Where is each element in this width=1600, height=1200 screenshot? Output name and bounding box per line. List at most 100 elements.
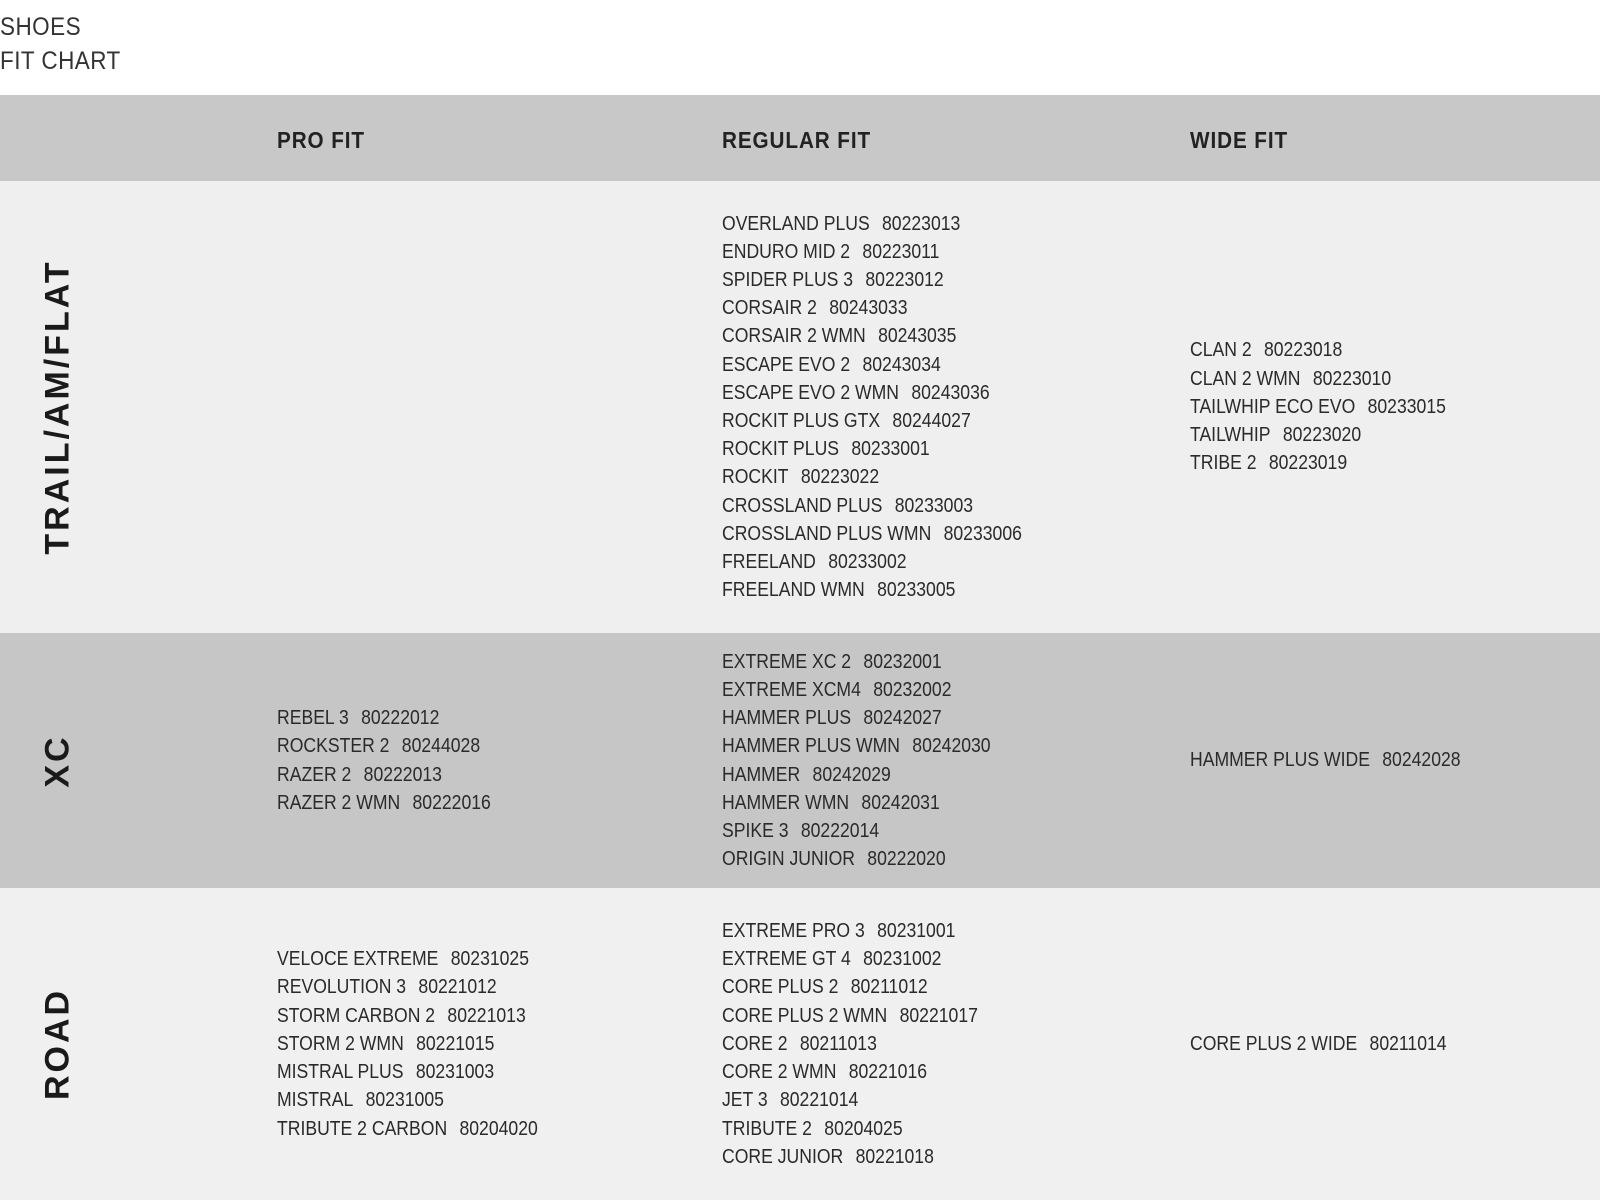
cell-regular-fit: EXTREME XC 2 80232001 EXTREME XCM4 80232002… (722, 633, 1027, 888)
list-item: FREELAND 80233002 (722, 548, 1022, 576)
list-item: TRIBUTE 2 80204025 (722, 1115, 978, 1143)
list-item: HAMMER WMN 80242031 (722, 789, 991, 817)
shoe-name: ENDURO MID 2 (722, 240, 851, 263)
shoe-name: FREELAND WMN (722, 579, 865, 602)
list-item: CORE PLUS 2 80211012 (722, 973, 978, 1001)
shoe-name: ROCKIT PLUS (722, 438, 840, 461)
shoe-name: JET 3 (722, 1089, 768, 1112)
product-code: 80221017 (899, 1004, 978, 1027)
product-code: 80222016 (412, 791, 491, 814)
shoe-name: ROCKIT (722, 466, 789, 489)
list-item: CROSSLAND PLUS 80233003 (722, 492, 1022, 520)
shoe-name: CORSAIR 2 WMN (722, 325, 866, 348)
product-code: 80242028 (1382, 749, 1461, 772)
product-code: 80233003 (894, 494, 974, 517)
list-item: STORM 2 WMN 80221015 (277, 1030, 538, 1058)
row-label: TRAIL/AM/FLAT (38, 259, 77, 555)
product-code: 80242027 (863, 707, 942, 730)
shoe-name: STORM CARBON 2 (277, 1004, 436, 1027)
product-code: 80242031 (861, 791, 940, 814)
column-header-pro-fit: PRO FIT (277, 127, 365, 153)
list-item: SPIKE 3 80222014 (722, 817, 991, 845)
product-code: 80231005 (365, 1089, 444, 1112)
product-code: 80223012 (865, 268, 944, 291)
shoe-name: ROCKSTER 2 (277, 735, 390, 758)
product-code: 80223020 (1282, 424, 1362, 447)
product-code: 80221013 (447, 1004, 526, 1027)
product-code: 80223013 (882, 212, 961, 235)
product-code: 80231002 (863, 948, 942, 971)
product-code: 80223011 (862, 240, 940, 263)
shoe-name: MISTRAL (277, 1089, 354, 1112)
shoe-name: CLAN 2 (1190, 339, 1252, 362)
row-label: XC (38, 733, 77, 788)
shoe-name: TRIBUTE 2 CARBON (277, 1117, 448, 1140)
shoe-name: RAZER 2 WMN (277, 791, 401, 814)
list-item: CORE 2 80211013 (722, 1030, 978, 1058)
row-road: ROAD VELOCE EXTREME 80231025 REVOLUTION 3 80… (0, 888, 1600, 1200)
list-item: MISTRAL 80231005 (277, 1086, 538, 1114)
shoe-name: ESCAPE EVO 2 WMN (722, 381, 900, 404)
list-item: ROCKSTER 2 80244028 (277, 732, 491, 760)
shoe-name: STORM 2 WMN (277, 1032, 404, 1055)
list-item: MISTRAL PLUS 80231003 (277, 1058, 538, 1086)
shoe-name: SPIDER PLUS 3 (722, 268, 854, 291)
shoe-name: EXTREME XC 2 (722, 650, 852, 673)
product-code: 80232001 (863, 650, 942, 673)
list-item: CORE PLUS 2 WMN 80221017 (722, 1002, 978, 1030)
shoe-name: CROSSLAND PLUS WMN (722, 522, 932, 545)
shoe-name: SPIKE 3 (722, 819, 789, 842)
product-code: 80223018 (1263, 339, 1343, 362)
cell-wide-fit: CLAN 2 80223018 CLAN 2 WMN 80223010 TAILWHIP… (1190, 181, 1481, 633)
list-item: CLAN 2 80223018 (1190, 336, 1446, 364)
product-code: 80233015 (1367, 395, 1446, 418)
shoe-name: HAMMER WMN (722, 791, 850, 814)
product-code: 80231003 (415, 1061, 495, 1084)
list-item: CROSSLAND PLUS WMN 80233006 (722, 520, 1022, 548)
shoe-name: CORE 2 WMN (722, 1061, 837, 1084)
product-code: 80244028 (401, 735, 481, 758)
shoe-name: CROSSLAND PLUS (722, 494, 883, 517)
list-item: TAILWHIP 80223020 (1190, 421, 1446, 449)
title-line-2: FIT CHART (0, 47, 121, 75)
shoe-name: EXTREME GT 4 (722, 948, 851, 971)
product-code: 80223022 (800, 466, 880, 489)
list-item: ROCKIT PLUS 80233001 (722, 435, 1022, 463)
shoe-name: EXTREME PRO 3 (722, 920, 865, 943)
product-code: 80223019 (1268, 452, 1348, 475)
row-label: ROAD (38, 987, 77, 1101)
list-item: CORE JUNIOR 80221018 (722, 1143, 978, 1171)
product-code: 80211012 (850, 976, 928, 999)
cell-wide-fit: HAMMER PLUS WIDE 80242028 (1190, 633, 1497, 888)
product-code: 80211013 (799, 1032, 877, 1055)
list-item: HAMMER 80242029 (722, 761, 991, 789)
list-item: ORIGIN JUNIOR 80222020 (722, 845, 991, 873)
list-item: CORSAIR 2 WMN 80243035 (722, 322, 1022, 350)
page-title: SHOES FIT CHART (0, 10, 134, 78)
list-item: ROCKIT 80223022 (722, 463, 1022, 491)
shoe-name: ESCAPE EVO 2 (722, 353, 851, 376)
product-code: 80242030 (912, 735, 991, 758)
cell-regular-fit: OVERLAND PLUS 80223013 ENDURO MID 2 8022301… (722, 181, 1063, 633)
product-code: 80242029 (812, 763, 891, 786)
list-item: REBEL 3 80222012 (277, 704, 491, 732)
product-code: 80243036 (911, 381, 990, 404)
list-item: EXTREME XC 2 80232001 (722, 648, 991, 676)
list-item: FREELAND WMN 80233005 (722, 576, 1022, 604)
product-code: 80243033 (829, 297, 908, 320)
cell-pro-fit: REBEL 3 80222012 ROCKSTER 2 80244028 RAZER 2… (277, 633, 520, 888)
product-code: 80232002 (873, 678, 952, 701)
list-item: ENDURO MID 2 80223011 (722, 238, 1022, 266)
row-trail-am-flat: TRAIL/AM/FLAT OVERLAND PLUS 80223013 ENDURO… (0, 181, 1600, 633)
shoe-name: CORSAIR 2 (722, 297, 817, 320)
column-header-wide-fit: WIDE FIT (1190, 127, 1289, 153)
list-item: ROCKIT PLUS GTX 80244027 (722, 407, 1022, 435)
product-code: 80222014 (800, 819, 880, 842)
product-code: 80231001 (877, 920, 956, 943)
list-item: EXTREME PRO 3 80231001 (722, 917, 978, 945)
product-code: 80244027 (892, 410, 971, 432)
list-item: REVOLUTION 3 80221012 (277, 973, 538, 1001)
product-code: 80221014 (779, 1089, 859, 1112)
shoe-name: FREELAND (722, 551, 816, 574)
shoe-name: HAMMER (722, 763, 801, 786)
